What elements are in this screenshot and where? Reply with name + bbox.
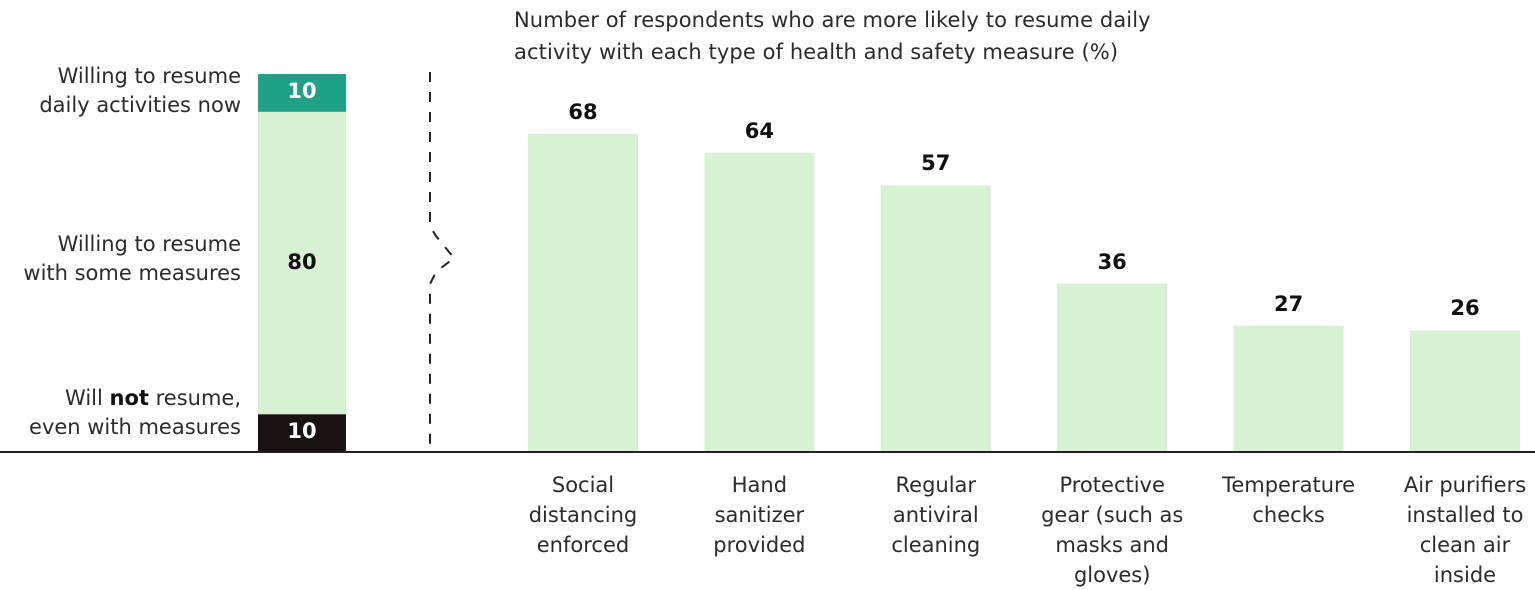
bar-value-label-1: 64 xyxy=(744,118,774,143)
measure-bars xyxy=(528,134,1520,453)
category-label-1: Hand sanitizer provided xyxy=(684,470,834,560)
category-label-2-line-0: Regular xyxy=(895,473,977,497)
category-label-0: Social distancing enforced xyxy=(508,470,658,560)
chart-title-line-2: activity with each type of health and sa… xyxy=(514,40,1119,64)
stack-label-now-line2: daily activities now xyxy=(39,93,241,117)
bar-value-label-3: 36 xyxy=(1097,249,1127,274)
category-label-1-line-0: Hand xyxy=(731,473,788,497)
stack-label-not-line1: Will not resume, xyxy=(65,386,241,410)
category-label-1-line-1: sanitizer xyxy=(714,503,805,527)
category-label-1-line-2: provided xyxy=(713,533,806,557)
stack-segment-now xyxy=(258,74,346,112)
axis-break-line xyxy=(429,72,456,452)
category-label-4-line-1: checks xyxy=(1252,503,1325,527)
category-label-3-line-2: masks and xyxy=(1055,533,1169,557)
category-label-3-line-0: Protective xyxy=(1059,473,1165,497)
bar-5 xyxy=(1410,330,1520,452)
category-label-0-line-0: Social xyxy=(551,473,615,497)
bar-value-label-0: 68 xyxy=(568,100,598,124)
bar-value-label-2: 57 xyxy=(921,151,951,176)
category-label-0-line-1: distancing xyxy=(528,503,638,527)
stack-label-not-line2: even with measures xyxy=(28,415,241,439)
category-label-3-line-1: gear (such as xyxy=(1041,503,1184,527)
bar-1 xyxy=(704,152,815,453)
stack-value-not: 10 xyxy=(287,419,317,444)
category-label-0-line-2: enforced xyxy=(536,533,630,557)
category-label-5-line-3: inside xyxy=(1433,563,1497,587)
bar-2 xyxy=(880,185,991,453)
bar-value-label-4: 27 xyxy=(1273,291,1304,316)
category-label-2-line-2: cleaning xyxy=(891,533,981,557)
stacked-bar xyxy=(258,74,346,452)
stack-label-some-line2: with some measures xyxy=(23,261,241,285)
category-label-5-line-1: installed to xyxy=(1406,503,1524,527)
stack-segment-not xyxy=(258,414,346,452)
stack-label-now-line1: Willing to resume xyxy=(57,64,241,88)
stack-label-now: Willing to resume daily activities now xyxy=(39,62,241,120)
category-label-5-line-0: Air purifiers xyxy=(1403,473,1527,497)
category-label-2: Regular antiviral cleaning xyxy=(861,470,1011,560)
category-label-2-line-1: antiviral xyxy=(892,503,979,527)
category-label-4-line-0: Temperature xyxy=(1222,473,1356,497)
bar-value-label-5: 26 xyxy=(1450,296,1480,321)
category-label-3: Protective gear (such as masks and gloves) xyxy=(1037,470,1187,590)
bar-0 xyxy=(528,134,638,452)
category-label-4: Temperature checks xyxy=(1214,470,1364,530)
category-label-3-line-3: gloves) xyxy=(1073,563,1151,587)
category-label-5: Air purifiers installed to clean air inside xyxy=(1390,470,1535,590)
stack-value-some: 80 xyxy=(287,250,317,274)
bar-4 xyxy=(1233,325,1344,452)
stack-label-not: Will not resume, even with measures xyxy=(29,384,241,442)
stack-value-now: 10 xyxy=(287,78,317,103)
stack-label-some: Willing to resume with some measures xyxy=(23,230,241,288)
stack-segment-some xyxy=(258,111,346,415)
category-label-5-line-2: clean air xyxy=(1419,533,1511,557)
stack-label-some-line1: Willing to resume xyxy=(57,232,241,256)
bar-3 xyxy=(1057,283,1168,452)
chart-title-line-1: Number of respondents who are more likel… xyxy=(514,8,1151,32)
